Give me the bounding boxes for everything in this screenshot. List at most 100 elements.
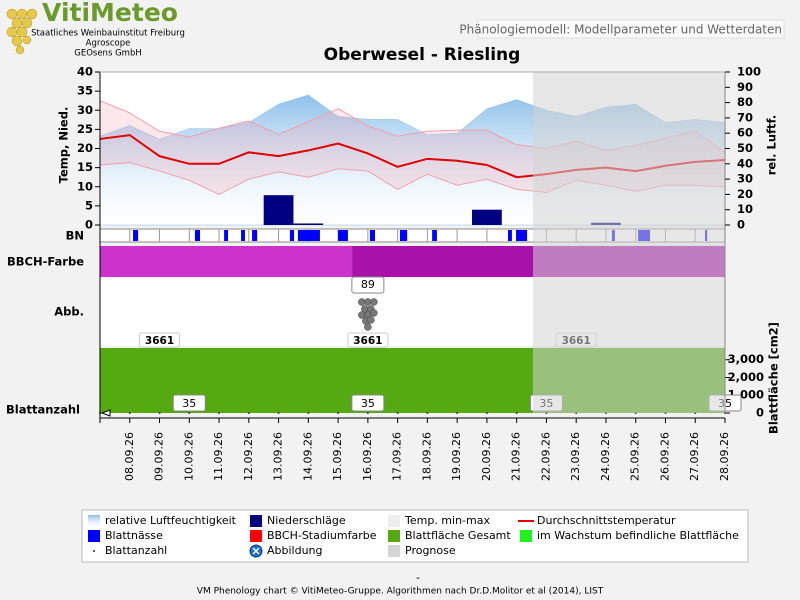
value-label-box: [347, 332, 389, 348]
leaf-count-dot: [307, 412, 310, 414]
value-label-box: [139, 332, 181, 348]
leaf-count-dot: [485, 412, 488, 414]
value-label-box: [351, 394, 385, 412]
plot: 01,0002,0003,000366136613661353535358905…: [77, 65, 764, 481]
grape-icon: [367, 316, 375, 324]
logo: VitiMeteo: [42, 0, 178, 27]
x-tick-label: 15.09.26: [331, 432, 344, 481]
leaf-wetness: [194, 230, 200, 241]
legend-swatch: [520, 530, 532, 542]
legend-swatch: [250, 515, 262, 527]
legend-label: Blattnässe: [105, 529, 163, 542]
left-arrow: [100, 409, 111, 417]
x-tick-label: 21.09.26: [510, 432, 523, 481]
precip-bar: [293, 223, 324, 225]
legend-label: BBCH-Stadiumfarbe: [267, 529, 377, 542]
x-tick-label: 09.09.26: [153, 432, 166, 481]
abb-value: 89: [361, 278, 375, 291]
y-tick-label: 25: [77, 122, 93, 136]
x-tick-label: 17.09.26: [391, 432, 404, 481]
leaf-area-axis-label: Blattfläche [cm2]: [767, 322, 781, 434]
y-tick-label: 10: [77, 179, 93, 193]
bn-label: BN: [66, 229, 84, 243]
y-tick-label: 0: [85, 218, 93, 232]
x-tick-label: 14.09.26: [301, 432, 314, 481]
leaf-area-label: 3661: [353, 335, 382, 347]
org-line: Staatliches Weinbauinstitut Freiburg: [31, 29, 185, 39]
legend-label: im Wachstum befindliche Blattfläche: [537, 529, 739, 542]
y2-axis-label: rel. Luftf.: [765, 115, 779, 176]
leaf-count-dot: [366, 412, 369, 414]
grape-icon: [370, 298, 378, 306]
y2-tick-label: 50: [737, 141, 753, 155]
y2-tick-label: 20: [737, 187, 753, 201]
precip-bar: [472, 209, 502, 225]
y2-tick-label: 0: [737, 218, 745, 232]
legend-label: Durchschnittstemperatur: [537, 514, 676, 527]
leaf-area-tick-label: 3,000: [728, 352, 764, 366]
leaf-wetness: [338, 230, 348, 241]
leaf-count-dot: [515, 412, 518, 414]
leaf-count-label: 35: [361, 397, 375, 410]
leaf-count-dot: [337, 412, 340, 414]
legend-swatch: [88, 530, 100, 542]
org-line: GEOsens GmbH: [74, 49, 141, 59]
legend-label: Temp. min-max: [404, 514, 490, 527]
y-tick-label: 15: [77, 160, 93, 174]
x-tick-label: 28.09.26: [718, 432, 731, 481]
legend-swatch: [388, 515, 400, 527]
x-tick-label: 12.09.26: [242, 432, 255, 481]
y2-tick-label: 60: [737, 126, 753, 140]
y-tick-label: 20: [77, 141, 93, 155]
legend-label: Blattanzahl: [105, 544, 167, 557]
legend-swatch: [388, 545, 400, 557]
footer-mark: -: [416, 571, 420, 584]
org-line: Agroscope: [86, 39, 131, 49]
y2-tick-label: 90: [737, 80, 753, 94]
x-tick-label: 25.09.26: [629, 432, 642, 481]
x-tick-label: 08.09.26: [123, 432, 136, 481]
x-tick-label: 13.09.26: [272, 432, 285, 481]
legend-swatch: [388, 530, 400, 542]
legend-swatch: [250, 530, 262, 542]
leaf-wetness: [133, 230, 139, 241]
leaf-count-dot: [128, 412, 131, 414]
leaf-area-tick-label: 2,000: [728, 370, 764, 384]
legend-label: Abbildung: [267, 544, 323, 557]
footer: VM Phenology chart © VitiMeteo-Gruppe. A…: [197, 587, 604, 597]
leaf-area-tick-label: 0: [756, 406, 764, 420]
y2-tick-label: 70: [737, 110, 753, 124]
x-tick-label: 24.09.26: [599, 432, 612, 481]
leaf-count-dot: [277, 412, 280, 414]
legend: relative Luftfeuchtigkeit Niederschläge Te…: [88, 514, 739, 558]
leaf-wetness: [297, 230, 320, 241]
x-tick-label: 10.09.26: [182, 432, 195, 481]
leaf-count-dot: [426, 412, 429, 414]
grape-icon: [364, 323, 372, 331]
value-label-box: [172, 394, 206, 412]
legend-label: relative Luftfeuchtigkeit: [105, 514, 237, 527]
leaf-wetness: [432, 230, 437, 241]
leaf-wetness: [289, 230, 295, 241]
leaf-count-dot: [247, 412, 250, 414]
leaf-count-label: 35: [182, 397, 196, 410]
x-tick-label: 27.09.26: [688, 432, 701, 481]
leaf-count-dot: [158, 412, 161, 414]
x-tick-label: 22.09.26: [539, 432, 552, 481]
y2-tick-label: 40: [737, 156, 753, 170]
leaf-wetness: [224, 230, 228, 241]
leaf-wetness: [241, 230, 245, 241]
leaf-wetness: [369, 230, 375, 241]
legend-swatch: [93, 550, 95, 552]
x-tick-label: 18.09.26: [420, 432, 433, 481]
leaf-wetness: [508, 230, 512, 241]
bbch-label: BBCH-Farbe: [7, 255, 84, 269]
legend-label: Niederschläge: [267, 514, 346, 527]
y2-tick-label: 30: [737, 172, 753, 186]
x-tick-label: 20.09.26: [480, 432, 493, 481]
leaf-wetness: [516, 230, 528, 241]
precip-bar: [263, 195, 294, 225]
bbch-segment: [100, 246, 353, 277]
legend-label: Prognose: [405, 544, 456, 557]
